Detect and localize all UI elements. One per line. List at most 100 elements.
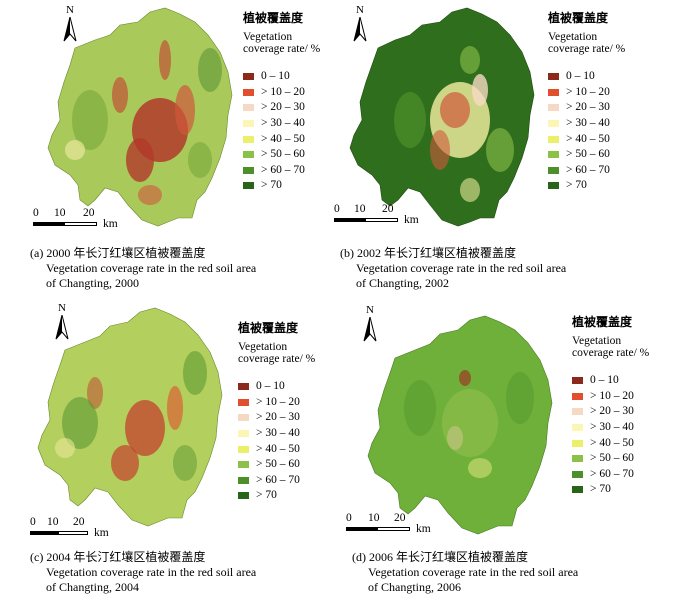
caption-b: (b) 2002 年长汀红壤区植被覆盖度 Vegetation coverage…	[340, 246, 567, 290]
legend-item: > 60 – 70	[572, 467, 649, 483]
legend-label: > 60 – 70	[590, 467, 634, 480]
north-label: N	[66, 4, 74, 16]
legend-item: > 20 – 30	[238, 410, 315, 426]
vegetation-map-a	[47, 7, 233, 227]
panel-a: N 植被覆盖度 Vegetation coverage rate/ % 0 – 1…	[0, 0, 350, 298]
legend-label: 0 – 10	[566, 70, 595, 83]
legend-label: > 70	[590, 483, 611, 496]
legend-swatch	[243, 182, 254, 190]
legend-item: > 70	[243, 178, 320, 194]
legend-swatch	[243, 166, 254, 174]
legend-label: > 40 – 50	[590, 436, 634, 449]
caption-a: (a) 2000 年长汀红壤区植被覆盖度 Vegetation coverage…	[30, 246, 257, 290]
legend-item: > 70	[548, 178, 625, 194]
legend-swatch	[548, 182, 559, 190]
legend-item: > 20 – 30	[243, 100, 320, 116]
scale-bar-a: 0 10 20 km	[33, 207, 118, 230]
legend-swatch	[572, 424, 583, 432]
legend-item: > 30 – 40	[238, 426, 315, 442]
legend-item: 0 – 10	[238, 379, 315, 395]
legend-swatch	[238, 445, 249, 453]
legend-label: > 50 – 60	[566, 148, 610, 161]
legend-item: > 60 – 70	[238, 473, 315, 489]
panel-b: N 植被覆盖度 Vegetation coverage rate/ % 0 – 1…	[330, 0, 680, 298]
north-arrow-icon	[55, 315, 69, 340]
legend-item: > 40 – 50	[548, 131, 625, 147]
north-arrow-d: N	[360, 304, 380, 343]
legend-label: > 10 – 20	[590, 389, 634, 402]
legend-swatch	[243, 73, 254, 81]
legend-item: > 50 – 60	[243, 147, 320, 163]
north-arrow-icon	[63, 17, 77, 42]
legend-item: > 10 – 20	[548, 85, 625, 101]
legend-item: 0 – 10	[548, 69, 625, 85]
legend-swatch	[243, 88, 254, 96]
scale-bar-d: 0 10 20 km	[346, 512, 431, 535]
legend-swatch	[238, 476, 249, 484]
north-arrow-a: N	[60, 4, 80, 43]
legend-title-en: Vegetation coverage rate/ %	[243, 31, 321, 55]
legend-item: > 70	[572, 482, 649, 498]
legend-swatch	[572, 408, 583, 416]
legend-label: > 50 – 60	[590, 452, 634, 465]
legend-item: > 30 – 40	[572, 420, 649, 436]
legend-label: > 20 – 30	[256, 411, 300, 424]
legend-label: > 40 – 50	[256, 442, 300, 455]
legend-label: > 10 – 20	[261, 85, 305, 98]
legend-swatch	[548, 166, 559, 174]
legend-label: > 20 – 30	[590, 405, 634, 418]
legend-item: > 40 – 50	[572, 435, 649, 451]
legend-label: > 30 – 40	[566, 117, 610, 130]
legend-swatch	[548, 135, 559, 143]
legend-item: > 10 – 20	[572, 389, 649, 405]
legend-item: > 60 – 70	[548, 163, 625, 179]
legend-item: > 50 – 60	[572, 451, 649, 467]
legend-a: 植被覆盖度 Vegetation coverage rate/ % 0 – 10 >…	[243, 12, 320, 194]
legend-item: 0 – 10	[243, 69, 320, 85]
legend-label: > 60 – 70	[566, 163, 610, 176]
legend-rows: 0 – 10 > 10 – 20 > 20 – 30 > 30 – 40 > 40 – …	[238, 379, 315, 504]
legend-rows: 0 – 10 > 10 – 20 > 20 – 30 > 30 – 40 > 40 – …	[572, 373, 649, 498]
legend-rows: 0 – 10 > 10 – 20 > 20 – 30 > 30 – 40 > 40 – …	[548, 69, 625, 194]
legend-item: > 20 – 30	[572, 404, 649, 420]
legend-swatch	[572, 439, 583, 447]
legend-label: > 40 – 50	[566, 132, 610, 145]
legend-label: > 60 – 70	[261, 163, 305, 176]
legend-label: > 30 – 40	[590, 421, 634, 434]
legend-label: > 70	[256, 489, 277, 502]
north-arrow-icon	[353, 17, 367, 42]
vegetation-map-d	[367, 315, 553, 535]
legend-swatch	[238, 398, 249, 406]
legend-swatch	[572, 377, 583, 385]
legend-item: > 30 – 40	[243, 116, 320, 132]
legend-item: > 50 – 60	[548, 147, 625, 163]
legend-swatch	[243, 120, 254, 128]
legend-label: > 50 – 60	[256, 458, 300, 471]
legend-label: > 70	[566, 179, 587, 192]
legend-c: 植被覆盖度 Vegetation coverage rate/ % 0 – 10 >…	[238, 322, 315, 504]
coverage-texture-a	[65, 40, 222, 205]
legend-label: > 40 – 50	[261, 132, 305, 145]
legend-swatch	[238, 383, 249, 391]
legend-swatch	[238, 414, 249, 422]
legend-label: > 60 – 70	[256, 473, 300, 486]
legend-rows: 0 – 10 > 10 – 20 > 20 – 30 > 30 – 40 > 40 – …	[243, 69, 320, 194]
legend-label: > 10 – 20	[566, 85, 610, 98]
legend-d: 植被覆盖度 Vegetation coverage rate/ % 0 – 10 >…	[572, 316, 649, 498]
legend-swatch	[572, 392, 583, 400]
legend-title-cn: 植被覆盖度	[243, 11, 304, 25]
coverage-texture-b	[394, 46, 514, 202]
legend-label: > 70	[261, 179, 282, 192]
legend-swatch	[238, 430, 249, 438]
caption-c: (c) 2004 年长汀红壤区植被覆盖度 Vegetation coverage…	[30, 550, 257, 594]
legend-swatch	[548, 120, 559, 128]
coverage-texture-d	[404, 370, 534, 478]
legend-label: > 50 – 60	[261, 148, 305, 161]
caption-d: (d) 2006 年长汀红壤区植被覆盖度 Vegetation coverage…	[352, 550, 579, 594]
legend-item: > 40 – 50	[243, 131, 320, 147]
legend-swatch	[572, 455, 583, 463]
legend-swatch	[243, 151, 254, 159]
legend-label: 0 – 10	[590, 374, 619, 387]
legend-item: > 60 – 70	[243, 163, 320, 179]
panel-c: N 植被覆盖度 Vegetation coverage rate/ % 0 – 1…	[0, 298, 350, 596]
